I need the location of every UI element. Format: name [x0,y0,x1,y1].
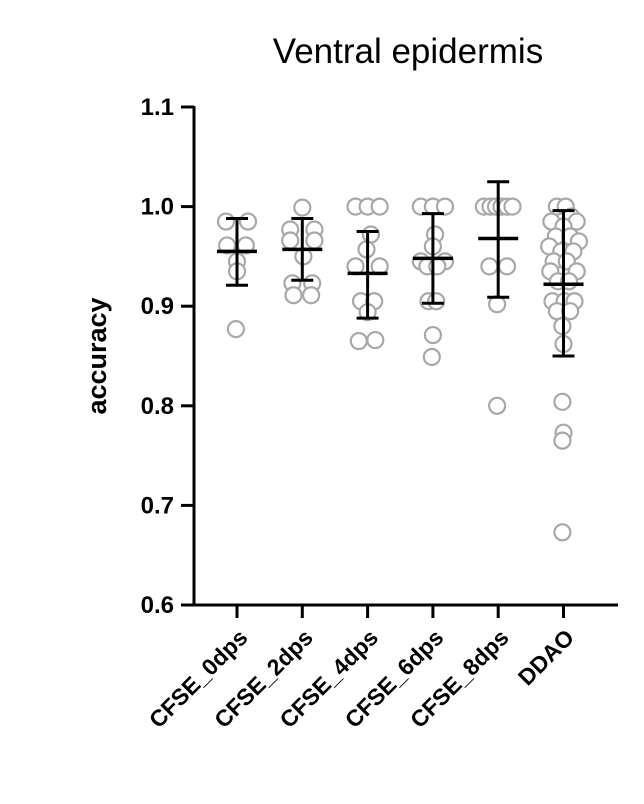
data-point [503,197,522,216]
data-point [435,197,455,216]
data-points [216,197,589,542]
data-point [284,286,303,305]
data-point [366,330,385,350]
data-point [427,292,446,311]
data-point [422,347,441,367]
data-point [216,212,236,231]
data-point [293,198,312,217]
data-point [497,257,517,276]
data-point [553,392,572,411]
y-axis-label: accuracy [82,297,112,414]
data-point [302,286,321,305]
chart-title: Ventral epidermis [273,32,543,71]
data-point [553,523,572,542]
y-tick-label: 0.8 [141,393,174,420]
y-tick-label: 0.7 [141,492,174,519]
error-bars [217,180,584,358]
data-point [423,325,442,345]
data-point [488,396,507,415]
axes [192,106,618,607]
data-point [361,225,380,244]
data-point [305,231,324,250]
y-tick-label: 0.6 [141,592,174,619]
y-tick-label: 1.1 [141,94,174,121]
y-tick-label: 1.0 [141,194,174,221]
y-ticks: 0.6 0.7 0.8 0.9 1.0 1.1 [141,94,194,619]
x-ticks: CFSE_0dpsCFSE_2dpsCFSE_4dpsCFSE_6dpsCFSE… [144,605,579,733]
y-tick-label: 0.9 [141,293,174,320]
data-point [370,197,389,216]
data-point [226,320,245,339]
data-point [553,431,572,450]
data-point [281,231,300,250]
data-point [349,331,368,351]
data-point [238,212,258,231]
data-point [218,236,237,255]
x-tick-label: DDAO [513,624,579,690]
data-point [480,257,499,276]
